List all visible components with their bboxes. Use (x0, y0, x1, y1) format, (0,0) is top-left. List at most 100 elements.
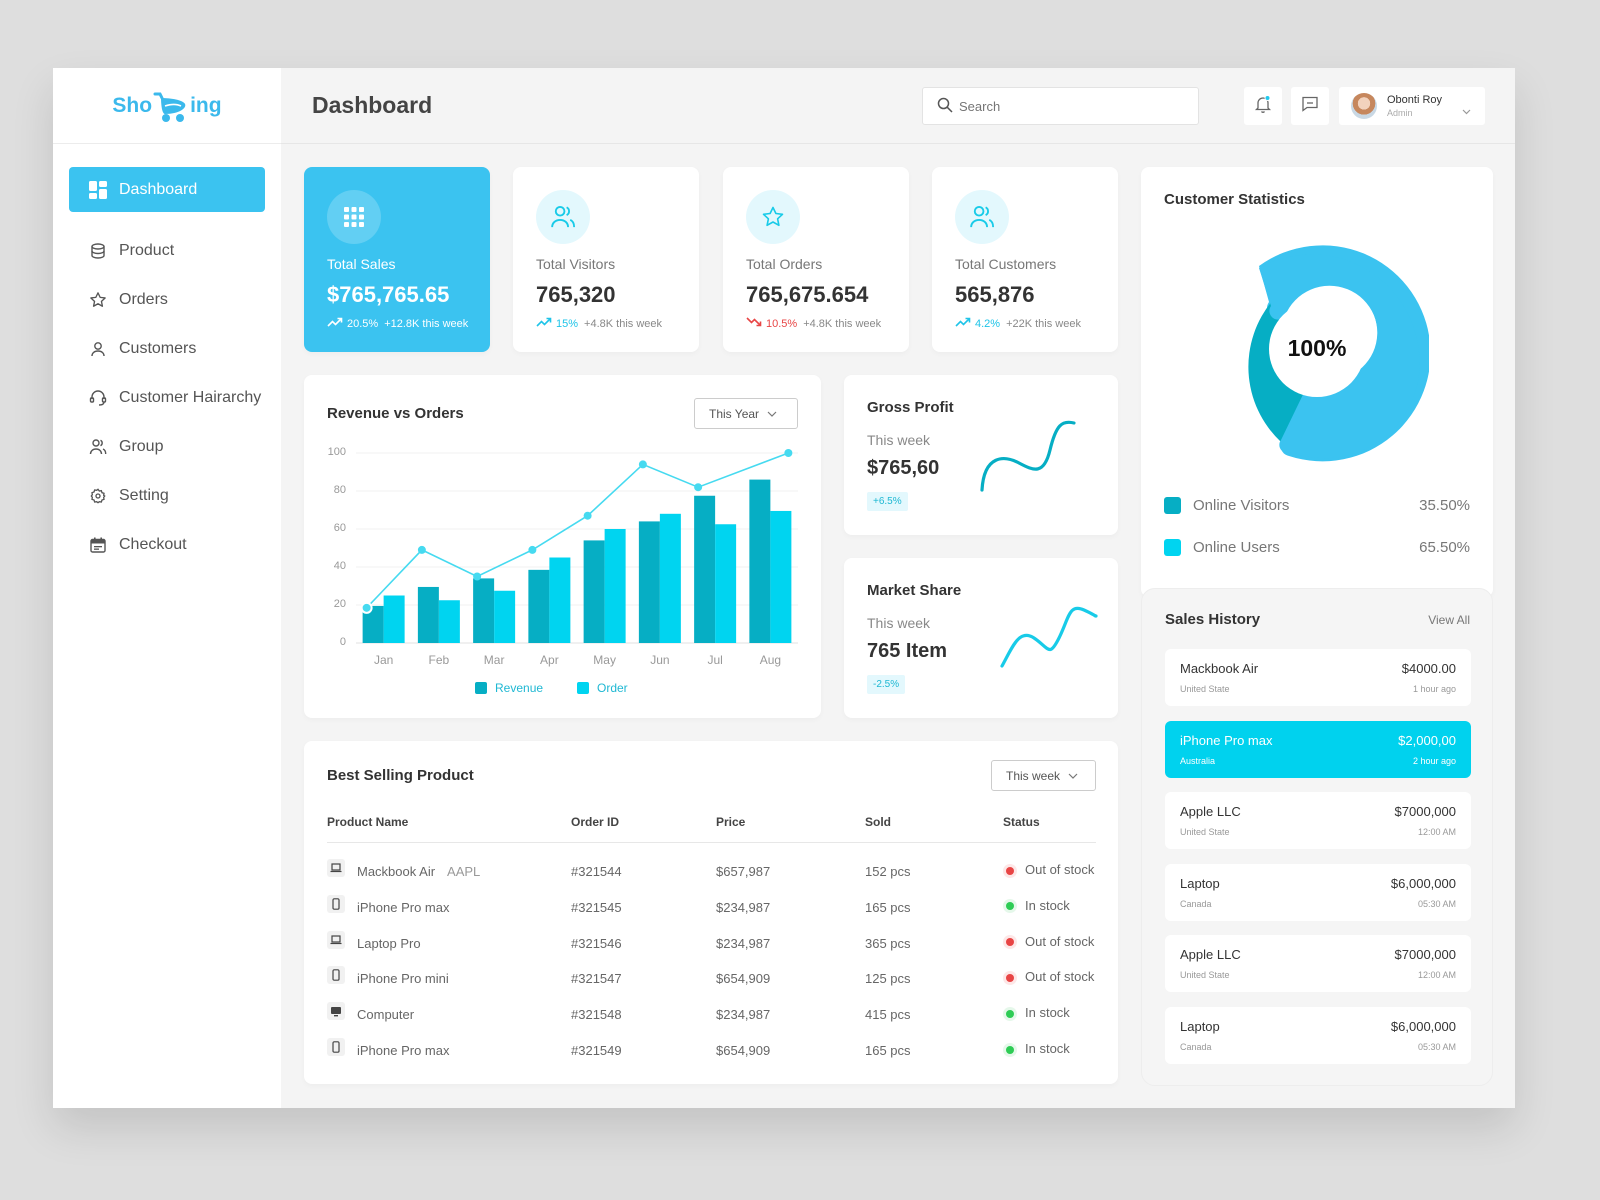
table-row[interactable]: Laptop Pro #321546 $234,987 365 pcs Out of s… (327, 926, 1107, 962)
revenue-bar[interactable] (362, 605, 384, 643)
card-subtitle: This week (867, 615, 931, 631)
table-row[interactable]: Mackbook Air AAPL #321544 $657,987 152 pcs Ou… (327, 854, 1107, 890)
legend-revenue[interactable]: Revenue (475, 681, 543, 695)
sidebar-item-group[interactable]: Group (69, 424, 265, 469)
stat-value: 565,876 (955, 282, 1035, 307)
order-bar[interactable] (494, 590, 516, 643)
sidebar-item-setting[interactable]: Setting (69, 473, 265, 518)
table-row[interactable]: Computer #321548 $234,987 415 pcs In stock (327, 997, 1107, 1033)
x-axis-tick: Jan (373, 653, 394, 667)
legend-swatch (1164, 539, 1181, 556)
y-axis-tick: 0 (339, 636, 346, 648)
column-header-product-name[interactable]: Product Name (327, 815, 409, 829)
sidebar-item-checkout[interactable]: Checkout (69, 522, 265, 567)
order-bar[interactable] (438, 600, 460, 643)
order-bar[interactable] (604, 529, 626, 643)
trend-point[interactable] (417, 545, 426, 554)
sidebar-item-customers[interactable]: Customers (69, 326, 265, 371)
stat-card-total-sales[interactable]: Total Sales $765,765.65 20.5% +12.8K thi… (304, 167, 490, 352)
trend-up-icon (327, 317, 343, 330)
user-name: Obonti Roy (1387, 94, 1443, 106)
sidebar-item-dashboard[interactable]: Dashboard (69, 167, 265, 212)
column-header-order-id[interactable]: Order ID (571, 815, 620, 829)
trend-point[interactable] (528, 545, 537, 554)
revenue-bar[interactable] (417, 586, 439, 643)
sidebar-item-product[interactable]: Product (69, 228, 265, 273)
market-share-card: Market Share This week 765 Item -2.5% (844, 558, 1118, 718)
order-bar[interactable] (770, 510, 792, 643)
status-dot-icon (1003, 899, 1017, 914)
stat-card-total-customers[interactable]: Total Customers 565,876 4.2% +22K this w… (932, 167, 1118, 352)
order-bar[interactable] (659, 513, 681, 643)
order-bar[interactable] (549, 557, 571, 644)
trend-point[interactable] (638, 460, 647, 469)
messages-button[interactable] (1291, 87, 1329, 125)
period-dropdown[interactable]: This Year (694, 398, 798, 429)
item-name: Laptop (1180, 875, 1220, 891)
view-all-link[interactable]: View All (1428, 613, 1470, 627)
sales-history-item[interactable]: Laptop $6,000,000 Canada 05:30 AM (1165, 1006, 1471, 1064)
legend-value: 65.50% (1419, 539, 1470, 556)
search-input[interactable] (959, 98, 1179, 114)
column-header-sold[interactable]: Sold (865, 815, 891, 829)
revenue-bar[interactable] (638, 521, 660, 643)
table-row[interactable]: iPhone Pro mini #321547 $654,909 125 pcs Out… (327, 961, 1107, 997)
star-icon (89, 291, 107, 309)
customer-statistics-card: Customer Statistics 100% Online Visitors… (1141, 167, 1493, 597)
logo[interactable]: Sho ing (53, 68, 281, 144)
revenue-bar[interactable] (749, 479, 771, 643)
item-price: $4000.00 (1401, 661, 1456, 676)
item-name: Laptop (1180, 1018, 1220, 1034)
x-axis-tick: Feb (428, 653, 450, 667)
revenue-bar[interactable] (694, 495, 716, 643)
stat-card-total-orders[interactable]: Total Orders 765,675.654 10.5% +4.8K thi… (723, 167, 909, 352)
sales-history-item[interactable]: iPhone Pro max $2,000,00 Australia 2 hour a… (1165, 720, 1471, 778)
legend-order[interactable]: Order (577, 681, 628, 695)
dropdown-value: This Year (709, 406, 760, 421)
product-name: Mackbook Air AAPL (357, 864, 481, 879)
sales-history-item[interactable]: Apple LLC $7000,000 United State 12:00 AM (1165, 792, 1471, 849)
sidebar-item-orders[interactable]: Orders (69, 277, 265, 322)
sales-history-item[interactable]: Mackbook Air $4000.00 United State 1 hour a… (1165, 649, 1471, 706)
revenue-bar[interactable] (473, 578, 495, 643)
card-subtitle: This week (867, 432, 931, 448)
order-bar[interactable] (383, 595, 405, 644)
revenue-bar[interactable] (528, 569, 550, 643)
column-header-status[interactable]: Status (1003, 815, 1040, 829)
sales-history-item[interactable]: Apple LLC $7000,000 United State 12:00 AM (1165, 935, 1471, 992)
order-bar[interactable] (715, 524, 737, 643)
trend-point[interactable] (784, 449, 793, 457)
sales-history-item[interactable]: Laptop $6,000,000 Canada 05:30 AM (1165, 863, 1471, 921)
status-dot-icon (1003, 863, 1017, 878)
trend-point[interactable] (583, 511, 592, 520)
trend-point[interactable] (473, 572, 482, 581)
stat-label: Total Visitors (536, 256, 616, 272)
users-icon (955, 190, 1009, 244)
table-row[interactable]: iPhone Pro max #321545 $234,987 165 pcs In s… (327, 890, 1107, 926)
order-id: #321545 (571, 899, 622, 915)
user-menu[interactable]: Obonti Roy Admin (1339, 87, 1485, 125)
table-row[interactable]: iPhone Pro max #321549 $654,909 165 pcs In s… (327, 1033, 1107, 1069)
revenue-bar[interactable] (583, 540, 605, 643)
trend-point[interactable] (694, 483, 703, 492)
sidebar-item-customer-hairarchy[interactable]: Customer Hairarchy (69, 375, 265, 420)
legend-label: Online Users (1193, 539, 1280, 556)
notification-button[interactable] (1244, 87, 1282, 125)
dropdown-value: This week (1006, 768, 1061, 783)
item-time: 12:00 AM (1417, 827, 1456, 837)
star-icon (746, 190, 800, 244)
legend-online-visitors: Online Visitors 35.50% (1164, 497, 1470, 514)
stat-card-total-visitors[interactable]: Total Visitors 765,320 15% +4.8K this we… (513, 167, 699, 352)
order-id: #321547 (571, 971, 622, 987)
trend-point[interactable] (360, 601, 373, 614)
period-dropdown[interactable]: This week (991, 760, 1096, 791)
panel-title: Sales History (1165, 611, 1261, 628)
page-title: Dashboard (312, 92, 433, 118)
status-dot-icon (1003, 1006, 1017, 1021)
item-price: $2,000,00 (1398, 732, 1456, 748)
search-box[interactable] (922, 87, 1199, 125)
status-badge: Out of stock (1003, 934, 1094, 950)
column-header-price[interactable]: Price (716, 815, 746, 829)
sidebar-item-label: Product (119, 241, 175, 259)
price: $654,909 (716, 971, 771, 987)
